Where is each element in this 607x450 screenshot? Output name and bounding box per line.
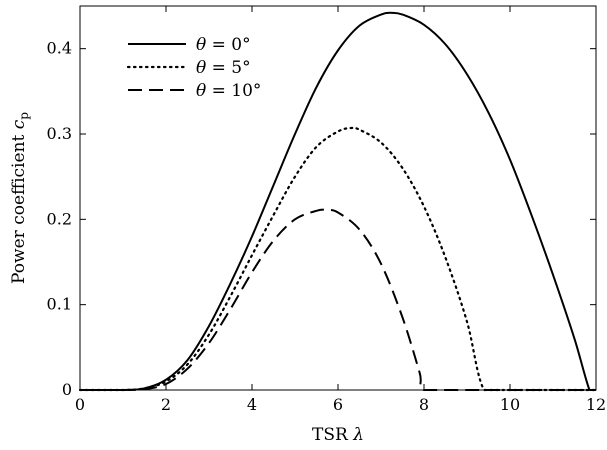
legend: θ = 0° θ = 5° θ = 10° xyxy=(126,35,261,101)
legend-label-1: θ = 5° xyxy=(196,58,251,78)
y-axis-ticks: 0 0.1 0.2 0.3 0.4 xyxy=(47,39,596,399)
y-axis-label: Power coefficient cp xyxy=(9,112,31,284)
plot-frame xyxy=(79,5,597,391)
legend-var-1: θ xyxy=(196,58,206,78)
series-line-1 xyxy=(78,126,598,392)
x-tick-label: 4 xyxy=(247,395,257,414)
x-tick-label: 12 xyxy=(586,395,606,414)
legend-label-0: θ = 0° xyxy=(196,35,251,55)
y-axis-label-sub: p xyxy=(17,112,31,120)
x-tick-label: 10 xyxy=(500,395,520,414)
y-tick-label: 0.1 xyxy=(47,295,72,314)
y-tick-label: 0 xyxy=(62,380,72,399)
legend-rest-2: = 10° xyxy=(206,81,261,101)
y-tick-label: 0.3 xyxy=(47,124,72,143)
x-axis-ticks: 0 2 4 6 8 10 12 xyxy=(75,6,606,414)
series-line-2 xyxy=(80,208,596,391)
y-axis-label-main: Power coefficient xyxy=(9,129,29,284)
y-tick-label: 0.4 xyxy=(47,39,72,58)
series-lines xyxy=(78,11,598,392)
legend-rest-0: = 0° xyxy=(206,35,250,55)
x-axis-label: TSR λ xyxy=(312,425,364,445)
x-tick-label: 2 xyxy=(161,395,171,414)
legend-label-2: θ = 10° xyxy=(196,81,261,101)
legend-var-2: θ xyxy=(196,81,206,101)
x-tick-label: 8 xyxy=(419,395,429,414)
legend-rest-1: = 5° xyxy=(206,58,250,78)
x-tick-label: 0 xyxy=(75,395,85,414)
y-tick-label: 0.2 xyxy=(47,209,72,228)
y-axis-label-var: c xyxy=(9,119,29,129)
x-tick-label: 6 xyxy=(333,395,343,414)
series-line-0 xyxy=(80,11,596,391)
legend-var-0: θ xyxy=(196,35,206,55)
x-axis-label-main: TSR xyxy=(312,425,353,445)
x-axis-label-var: λ xyxy=(352,425,364,445)
